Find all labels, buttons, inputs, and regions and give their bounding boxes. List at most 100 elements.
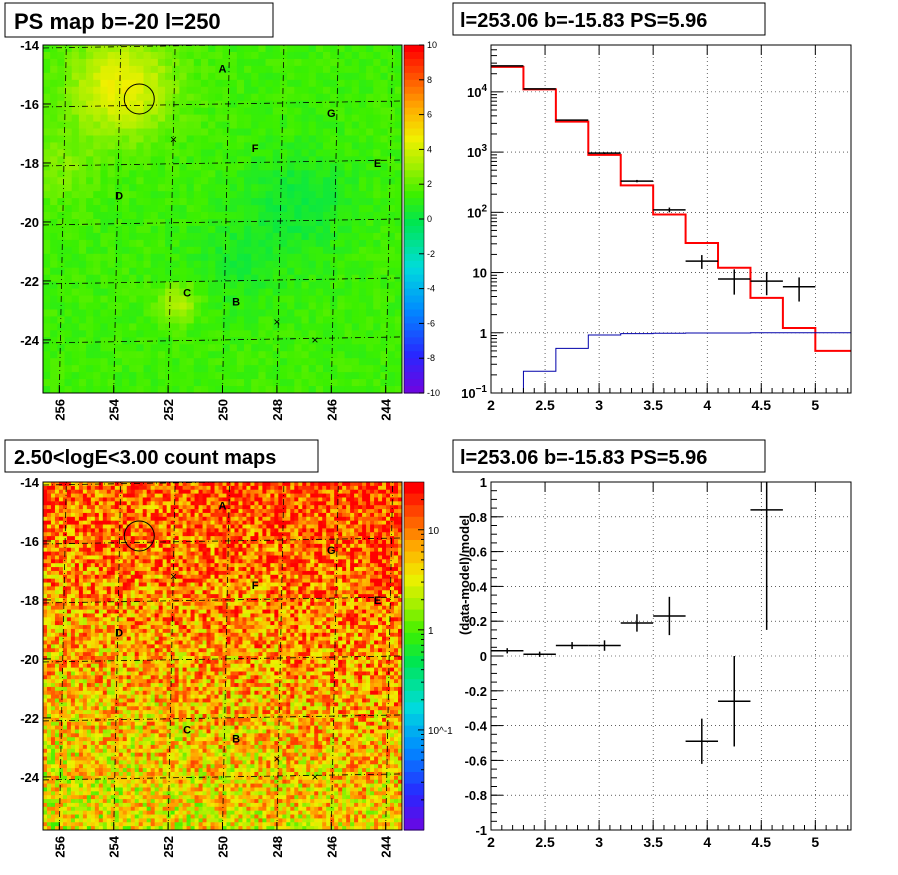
heatmap-cell xyxy=(172,93,181,102)
heatmap-cell xyxy=(86,302,94,311)
heatmap-cell xyxy=(122,605,128,611)
heatmap-cell xyxy=(90,574,96,580)
heatmap-cell xyxy=(90,752,96,758)
heatmap-cell xyxy=(208,191,216,199)
heatmap-cell xyxy=(157,128,166,137)
heatmap-cell xyxy=(150,184,159,192)
heatmap-cell xyxy=(126,617,132,622)
heatmap-cell xyxy=(244,163,252,171)
heatmap-cell xyxy=(43,826,48,830)
heatmap-cell xyxy=(134,706,140,711)
heatmap-cell xyxy=(380,365,389,373)
heatmap-cell xyxy=(71,177,80,185)
heatmap-cell xyxy=(122,625,128,630)
heatmap-cell xyxy=(330,128,338,137)
heatmap-cell xyxy=(82,810,88,816)
heatmap-cell xyxy=(337,232,346,241)
heatmap-cell xyxy=(394,309,402,318)
heatmap-cell xyxy=(110,822,116,827)
heatmap-cell xyxy=(229,79,238,88)
heatmap-cell xyxy=(308,344,317,352)
heatmap-cell xyxy=(330,177,338,185)
heatmap-cell xyxy=(110,710,116,715)
heatmap-cell xyxy=(46,555,52,560)
heatmap-cell xyxy=(118,636,124,642)
heatmap-cell xyxy=(129,107,137,116)
heatmap-cell xyxy=(301,79,310,88)
heatmap-cell xyxy=(143,79,152,88)
heatmap-cell xyxy=(287,386,295,393)
heatmap-cell xyxy=(46,644,52,649)
heatmap-cell xyxy=(102,768,108,773)
heatmap-cell xyxy=(122,775,128,781)
heatmap-cell xyxy=(130,818,136,823)
heatmap-cell xyxy=(272,58,281,67)
heatmap-cell xyxy=(380,205,389,213)
heatmap-cell xyxy=(136,177,145,185)
heatmap-cell xyxy=(373,191,382,199)
heatmap-cell xyxy=(94,509,100,514)
heatmap-cell xyxy=(130,509,136,514)
heatmap-cell xyxy=(70,737,76,742)
heatmap-cell xyxy=(265,365,274,373)
heatmap-cell xyxy=(70,551,76,557)
heatmap-cell xyxy=(394,274,402,283)
heatmap-cell xyxy=(373,232,382,241)
heatmap-cell xyxy=(165,225,173,234)
heatmap-cell xyxy=(98,756,104,761)
heatmap-cell xyxy=(251,128,259,137)
heatmap-cell xyxy=(71,79,80,88)
heatmap-cell xyxy=(43,574,48,580)
heatmap-cell xyxy=(165,330,173,338)
heatmap-cell xyxy=(308,156,317,164)
heatmap-cell xyxy=(130,598,136,603)
heatmap-cell xyxy=(46,686,52,692)
heatmap-cell xyxy=(78,114,87,123)
heatmap-cell xyxy=(136,191,145,199)
heatmap-cell xyxy=(43,253,51,262)
heatmap-cell xyxy=(157,309,166,318)
heatmap-cell xyxy=(118,520,124,526)
heatmap-cell xyxy=(50,741,56,746)
heatmap-cell xyxy=(157,93,166,102)
heatmap-cell xyxy=(107,330,116,338)
heatmap-cell xyxy=(64,45,73,53)
heatmap-cell xyxy=(114,156,123,164)
heatmap-cell xyxy=(150,274,159,283)
heatmap-cell xyxy=(98,644,104,649)
heatmap-cell xyxy=(265,232,274,241)
heatmap-cell xyxy=(126,744,132,750)
heatmap-cell xyxy=(294,51,303,60)
heatmap-cell xyxy=(78,694,84,700)
heatmap-cell xyxy=(172,337,181,345)
heatmap-cell xyxy=(308,372,317,380)
heatmap-cell xyxy=(351,58,360,67)
heatmap-cell xyxy=(193,288,202,297)
heatmap-cell xyxy=(337,225,346,234)
heatmap-cell xyxy=(58,567,64,572)
heatmap-cell xyxy=(337,344,346,352)
heatmap-cell xyxy=(50,309,58,318)
heatmap-cell xyxy=(106,570,112,576)
heatmap-cell xyxy=(287,149,295,157)
heatmap-cell xyxy=(344,72,353,81)
heatmap-cell xyxy=(337,142,346,150)
heatmap-cell xyxy=(165,191,173,199)
heatmap-cell xyxy=(114,652,120,657)
heatmap-cell xyxy=(100,184,109,192)
heatmap-cell xyxy=(265,344,274,352)
heatmap-cell xyxy=(78,628,84,634)
heatmap-cell xyxy=(186,330,195,338)
heatmap-cell xyxy=(57,107,66,116)
heatmap-cell xyxy=(134,598,140,603)
heatmap-cell xyxy=(129,379,137,387)
heatmap-cell xyxy=(86,219,94,227)
heatmap-cell xyxy=(337,205,346,213)
heatmap-cell xyxy=(118,543,124,549)
heatmap-cell xyxy=(70,744,76,750)
heatmap-cell xyxy=(122,617,128,622)
heatmap-cell xyxy=(74,648,80,653)
heatmap-cell xyxy=(222,232,231,241)
heatmap-cell xyxy=(50,86,58,95)
grid-line-latitude xyxy=(43,159,402,167)
